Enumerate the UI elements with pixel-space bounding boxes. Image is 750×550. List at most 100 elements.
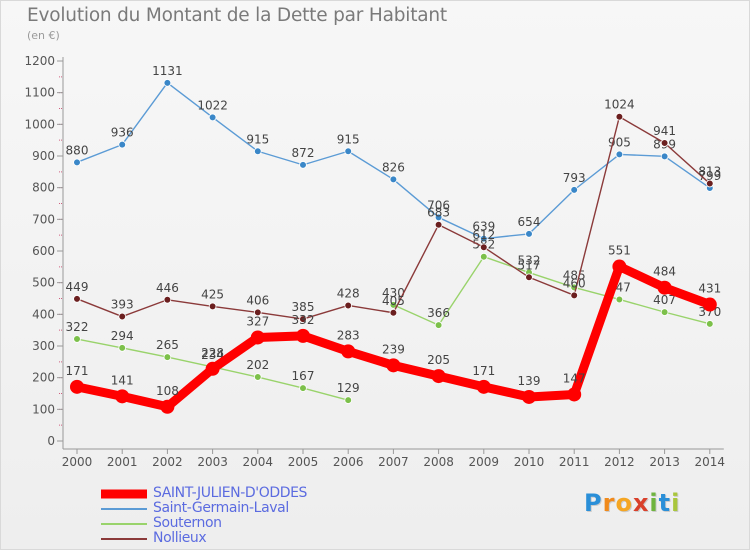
data-label-saint-julien-d-oddes: 551 (608, 244, 631, 258)
data-label-saint-julien-d-oddes: 147 (563, 371, 586, 385)
data-label-nollieux: 446 (156, 281, 179, 295)
data-label-nollieux: 460 (563, 276, 586, 290)
legend-label: SAINT-JULIEN-D'ODDES (153, 485, 308, 501)
legend-label: Nollieux (153, 530, 207, 546)
data-point-souternon (479, 252, 488, 261)
x-tick-label: 2000 (62, 455, 93, 469)
data-point-nollieux (389, 308, 398, 317)
data-label-saint-julien-d-oddes: 108 (156, 384, 179, 398)
data-point-saint-germain-laval (208, 113, 217, 122)
data-point-saint-julien-d-oddes (386, 358, 401, 373)
data-label-nollieux: 385 (292, 300, 315, 314)
data-label-souternon: 202 (246, 358, 269, 372)
data-label-souternon: 167 (292, 369, 315, 383)
data-point-saint-germain-laval (660, 152, 669, 161)
y-tick-label: 1100 (24, 86, 55, 100)
data-point-saint-julien-d-oddes (296, 328, 310, 343)
data-point-saint-germain-laval (615, 150, 624, 159)
data-point-souternon (344, 396, 353, 404)
data-point-saint-germain-laval (299, 161, 307, 169)
data-label-saint-germain-laval: 793 (563, 171, 586, 185)
data-label-saint-germain-laval: 936 (111, 126, 134, 140)
data-point-saint-julien-d-oddes (657, 280, 672, 295)
data-label-souternon: 366 (427, 306, 450, 320)
data-point-souternon (299, 384, 307, 392)
data-point-nollieux (253, 308, 262, 317)
data-label-saint-germain-laval: 1022 (197, 98, 228, 112)
data-label-saint-julien-d-oddes: 171 (472, 364, 495, 378)
data-label-saint-julien-d-oddes: 327 (246, 314, 269, 328)
data-label-nollieux: 425 (201, 287, 224, 301)
data-label-saint-germain-laval: 1131 (152, 64, 183, 78)
unit-label: (en €) (27, 29, 60, 42)
x-tick-label: 2012 (604, 455, 635, 469)
x-tick-label: 2013 (649, 455, 680, 469)
data-point-saint-germain-laval (525, 230, 533, 238)
data-point-nollieux (344, 301, 353, 310)
data-label-souternon: 430 (382, 286, 405, 300)
y-tick-label: 700 (32, 212, 55, 226)
data-label-saint-julien-d-oddes: 141 (111, 373, 134, 387)
logo-letter: t (658, 489, 672, 517)
data-label-saint-julien-d-oddes: 239 (382, 342, 405, 356)
x-tick-label: 2001 (107, 455, 138, 469)
data-label-nollieux: 393 (111, 298, 134, 312)
x-tick-label: 2009 (469, 455, 500, 469)
y-tick-label: 800 (32, 181, 55, 195)
data-label-saint-germain-laval: 799 (698, 169, 721, 183)
data-point-saint-germain-laval (479, 234, 488, 243)
data-label-nollieux: 1024 (604, 98, 635, 112)
data-label-souternon: 322 (66, 320, 89, 334)
data-point-saint-julien-d-oddes (205, 361, 220, 376)
data-label-saint-germain-laval: 826 (382, 160, 405, 174)
y-tick-label: 300 (32, 339, 55, 353)
data-point-saint-julien-d-oddes (476, 379, 491, 394)
data-label-saint-julien-d-oddes: 332 (292, 313, 315, 327)
data-point-saint-germain-laval (163, 79, 172, 87)
data-point-nollieux (163, 295, 172, 304)
data-point-souternon (163, 353, 172, 361)
x-tick-label: 2003 (197, 455, 228, 469)
data-point-nollieux (660, 139, 669, 147)
legend-label: Saint-Germain-Laval (153, 500, 289, 516)
data-point-souternon (73, 335, 81, 343)
data-point-souternon (660, 308, 669, 316)
data-label-saint-julien-d-oddes: 139 (518, 374, 541, 388)
data-point-nollieux (73, 295, 81, 303)
data-label-saint-julien-d-oddes: 171 (66, 364, 89, 378)
data-point-saint-julien-d-oddes (160, 399, 175, 414)
data-label-nollieux: 612 (472, 228, 495, 242)
data-label-nollieux: 941 (653, 124, 676, 138)
logo-letter: x (632, 489, 650, 517)
data-label-souternon: 265 (156, 338, 179, 352)
data-point-saint-germain-laval (570, 186, 578, 194)
data-label-saint-julien-d-oddes: 484 (653, 265, 676, 279)
data-point-souternon (615, 295, 624, 304)
x-tick-label: 2010 (514, 455, 545, 469)
data-point-souternon (434, 321, 443, 329)
data-point-souternon (705, 320, 714, 328)
data-label-nollieux: 406 (246, 293, 269, 307)
data-label-saint-germain-laval: 639 (472, 220, 495, 234)
legend-swatch (101, 522, 147, 525)
data-label-nollieux: 813 (698, 165, 721, 179)
data-point-saint-germain-laval (389, 175, 398, 184)
data-point-saint-julien-d-oddes (612, 259, 627, 274)
legend-swatch (101, 489, 147, 498)
data-point-nollieux (570, 291, 578, 300)
data-point-souternon (253, 373, 262, 381)
data-label-souternon: 234 (201, 348, 224, 362)
x-tick-label: 2011 (559, 455, 590, 469)
data-label-saint-germain-laval: 654 (518, 215, 541, 229)
data-point-saint-julien-d-oddes (341, 344, 356, 359)
data-point-nollieux (434, 220, 443, 229)
data-label-saint-germain-laval: 872 (292, 146, 315, 160)
data-point-saint-germain-laval (434, 213, 443, 222)
y-tick-label: 200 (32, 371, 55, 385)
data-label-nollieux: 428 (337, 286, 360, 300)
data-label-saint-germain-laval: 915 (246, 132, 269, 146)
x-tick-label: 2005 (288, 455, 319, 469)
data-point-nollieux (615, 112, 624, 121)
data-point-nollieux (525, 273, 533, 282)
